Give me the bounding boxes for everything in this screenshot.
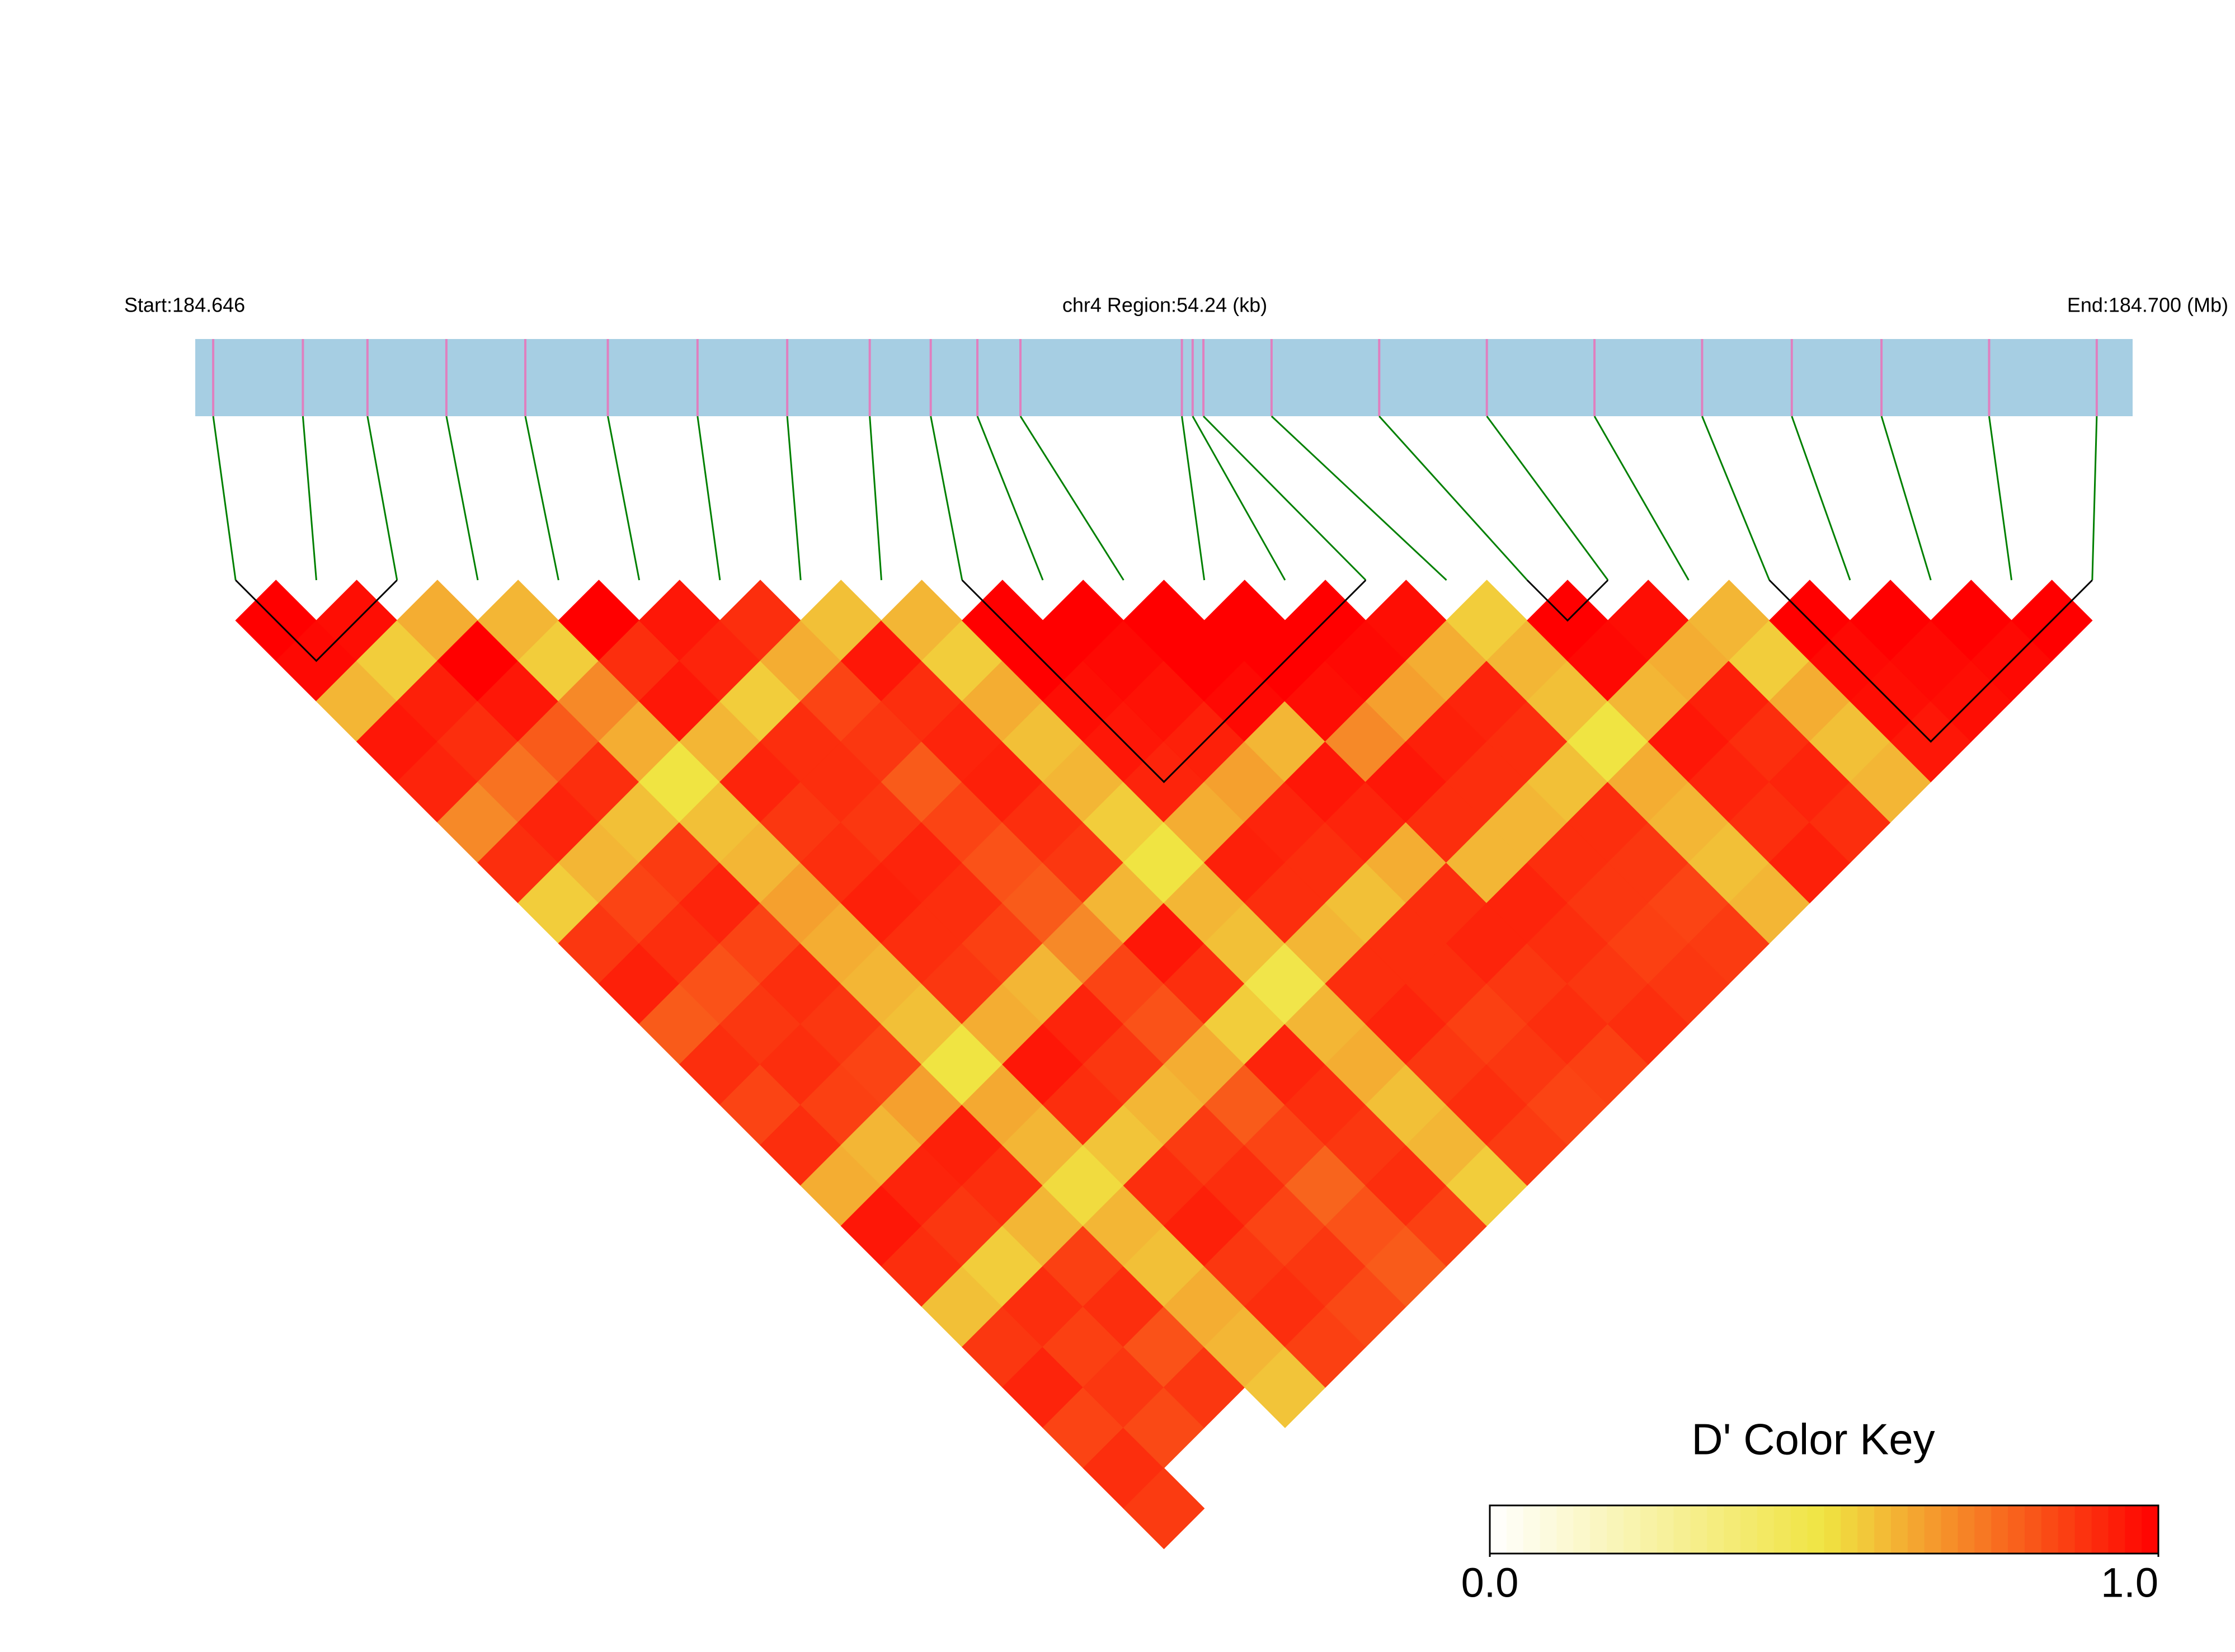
- color-key-step: [1724, 1505, 1742, 1554]
- color-key-step: [1924, 1505, 1942, 1554]
- color-key-step: [1773, 1505, 1791, 1554]
- snp-link: [1192, 416, 1286, 581]
- ld-block: [1768, 579, 2093, 743]
- snp-link: [1593, 416, 1690, 581]
- snp-link: [1202, 415, 1367, 581]
- color-key-step: [1657, 1505, 1674, 1554]
- color-key-step: [2091, 1505, 2109, 1554]
- color-key-title: D' Color Key: [1691, 1415, 1935, 1464]
- color-key-step: [1991, 1505, 2009, 1554]
- color-key-step: [1790, 1505, 1808, 1554]
- snp-link: [697, 416, 721, 581]
- color-key-step: [1757, 1505, 1775, 1554]
- position-bar: [195, 339, 2133, 416]
- color-key-step: [1490, 1505, 1507, 1554]
- color-key-step: [1941, 1505, 1959, 1554]
- color-key-step: [2058, 1505, 2076, 1554]
- snp-link: [1880, 416, 1932, 581]
- snp-link: [1701, 416, 1771, 581]
- color-key-step: [1740, 1505, 1758, 1554]
- color-key-step: [1690, 1505, 1708, 1554]
- color-key-step: [1540, 1505, 1558, 1554]
- snp-link: [1181, 416, 1206, 581]
- color-key-step: [2125, 1505, 2143, 1554]
- region-label: chr4 Region:54.24 (kb): [1062, 294, 1267, 317]
- snp-link: [1791, 416, 1851, 581]
- ld-block: [961, 579, 1367, 783]
- color-key-step: [1640, 1505, 1658, 1554]
- color-key-step: [1807, 1505, 1825, 1554]
- ld-cell: [1123, 1467, 1205, 1550]
- color-key-frame: [1489, 1504, 2159, 1555]
- snp-link: [976, 416, 1044, 581]
- color-key-step: [1556, 1505, 1574, 1554]
- color-key-step: [1907, 1505, 1925, 1554]
- snp-link: [1486, 416, 1609, 581]
- color-key-step: [1624, 1505, 1641, 1554]
- snp-link: [930, 416, 963, 581]
- color-key-label: 0.0: [1461, 1560, 1519, 1606]
- color-key-step: [2108, 1505, 2126, 1554]
- color-key-step: [1506, 1505, 1524, 1554]
- color-key-step: [2074, 1505, 2092, 1554]
- snp-link: [1378, 415, 1528, 581]
- snp-link: [524, 416, 559, 581]
- color-key-step: [1841, 1505, 1858, 1554]
- color-key-step: [1974, 1505, 1992, 1554]
- color-key-step: [2008, 1505, 2025, 1554]
- snp-link: [212, 416, 237, 581]
- start-label: Start:184.646: [124, 294, 245, 317]
- color-key-step: [1857, 1505, 1875, 1554]
- end-label: End:184.700 (Mb): [2067, 294, 2228, 317]
- snp-link: [2091, 416, 2098, 581]
- snp-link: [302, 416, 317, 581]
- snp-link: [1019, 416, 1124, 581]
- color-key-step: [1523, 1505, 1541, 1554]
- snp-link: [366, 416, 398, 581]
- color-key-step: [1573, 1505, 1591, 1554]
- color-key-label: 1.0: [2101, 1560, 2158, 1606]
- ld-block: [1526, 579, 1609, 622]
- color-key-step: [1891, 1505, 1908, 1554]
- color-key-step: [2025, 1505, 2042, 1554]
- color-key-step: [1958, 1505, 1975, 1554]
- snp-link: [1271, 415, 1447, 581]
- color-key-step: [1590, 1505, 1608, 1554]
- color-key-step: [1707, 1505, 1725, 1554]
- color-key-step: [1673, 1505, 1691, 1554]
- ld-block: [235, 579, 398, 662]
- snp-link: [445, 416, 479, 581]
- color-key-step: [2041, 1505, 2059, 1554]
- snp-link: [869, 416, 882, 581]
- color-key-step: [2142, 1505, 2159, 1554]
- snp-link: [1988, 416, 2013, 581]
- color-key-step: [1607, 1505, 1624, 1554]
- color-key-step: [1824, 1505, 1842, 1554]
- color-key-step: [1874, 1505, 1891, 1554]
- snp-link: [786, 416, 802, 581]
- snp-link: [607, 416, 641, 581]
